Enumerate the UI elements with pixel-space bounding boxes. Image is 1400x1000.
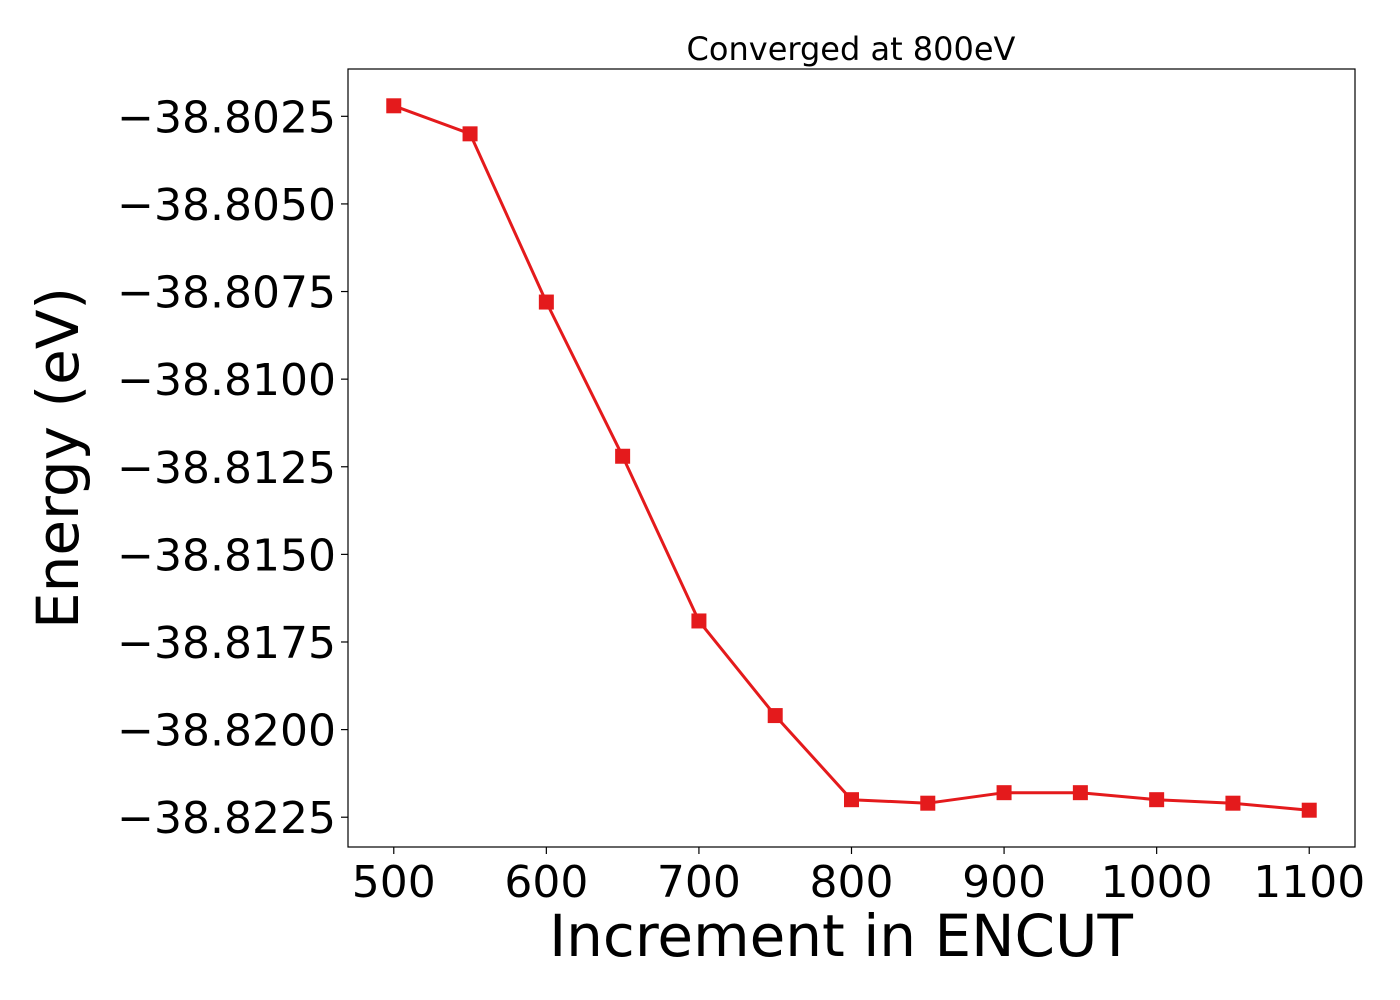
data-point [996,785,1012,801]
y-tick-label: −38.8050 [117,180,336,231]
data-point [1072,785,1088,801]
data-point [1225,795,1241,811]
data-point [538,294,554,310]
data-point [1149,792,1165,808]
x-tick-label: 1100 [1253,857,1365,908]
data-point [1301,802,1317,818]
y-tick-label: −38.8200 [117,706,336,757]
y-tick-label: −38.8175 [117,618,336,669]
data-point [767,708,783,724]
data-point [920,795,936,811]
y-tick-label: −38.8225 [117,793,336,844]
x-tick-label: 600 [504,857,588,908]
y-tick-label: −38.8025 [117,92,336,143]
data-point [462,126,478,142]
x-tick-label: 1000 [1101,857,1213,908]
x-tick-label: 700 [657,857,741,908]
data-point [386,98,402,114]
data-point [615,448,631,464]
data-point [691,613,707,629]
x-tick-label: 500 [352,857,436,908]
y-axis-label: Energy (eV) [24,287,92,629]
data-point [844,792,859,808]
plot-area [386,98,1317,818]
x-tick-label: 800 [810,857,894,908]
y-tick-label: −38.8125 [117,443,336,494]
x-axis: 500 600 700 800 900 1000 1100 [352,847,1365,908]
y-tick-label: −38.8100 [117,355,336,406]
x-tick-label: 900 [962,857,1046,908]
y-tick-label: −38.8075 [117,268,336,319]
y-axis: −38.8025 −38.8050 −38.8075 −38.8100 −38.8125… [117,92,348,844]
x-axis-label: Increment in ENCUT [549,902,1133,970]
y-tick-label: −38.8150 [117,530,336,581]
chart-title: Converged at 800eV [687,30,1016,68]
